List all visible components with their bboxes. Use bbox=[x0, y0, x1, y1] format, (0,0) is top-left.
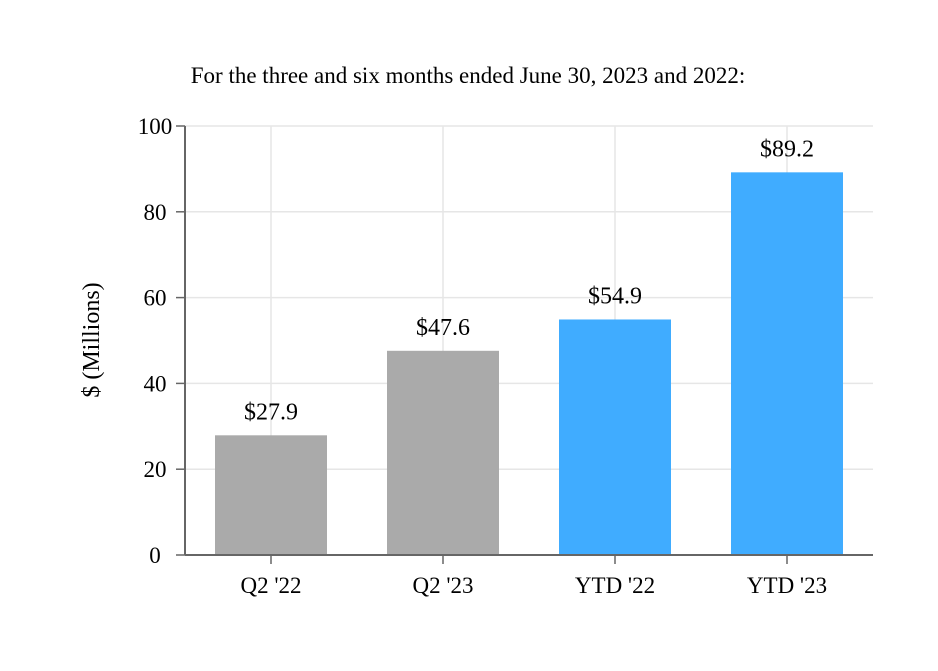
x-tick-label: YTD '22 bbox=[575, 573, 655, 598]
bar-value-label: $47.6 bbox=[416, 315, 470, 341]
y-axis-label: $ (Millions) bbox=[79, 282, 105, 397]
bar bbox=[731, 172, 843, 555]
bars bbox=[215, 172, 843, 555]
bar bbox=[215, 435, 327, 555]
bar-value-label: $89.2 bbox=[760, 136, 814, 162]
y-tick-label: 0 bbox=[149, 543, 161, 568]
bar-value-label: $54.9 bbox=[588, 283, 642, 309]
x-tick-label: YTD '23 bbox=[747, 573, 827, 598]
x-tick-label: Q2 '23 bbox=[412, 573, 473, 598]
y-tick-label: 80 bbox=[144, 200, 167, 225]
x-ticks: Q2 '22 Q2 '23 YTD '22 YTD '23 bbox=[240, 555, 827, 598]
axes bbox=[184, 126, 873, 556]
y-tick-label: 60 bbox=[144, 286, 167, 311]
bar bbox=[387, 350, 499, 555]
data-labels: $27.9 $47.6 $54.9 $89.2 bbox=[244, 136, 814, 425]
y-tick-label: 20 bbox=[144, 457, 167, 482]
x-tick-label: Q2 '22 bbox=[240, 573, 301, 598]
y-tick-label: 100 bbox=[138, 114, 173, 139]
chart-title: For the three and six months ended June … bbox=[191, 63, 745, 88]
bar-value-label: $27.9 bbox=[244, 399, 298, 425]
y-tick-label: 40 bbox=[144, 371, 167, 396]
bar bbox=[559, 319, 671, 555]
y-ticks: 0 20 40 60 80 100 bbox=[138, 114, 185, 568]
